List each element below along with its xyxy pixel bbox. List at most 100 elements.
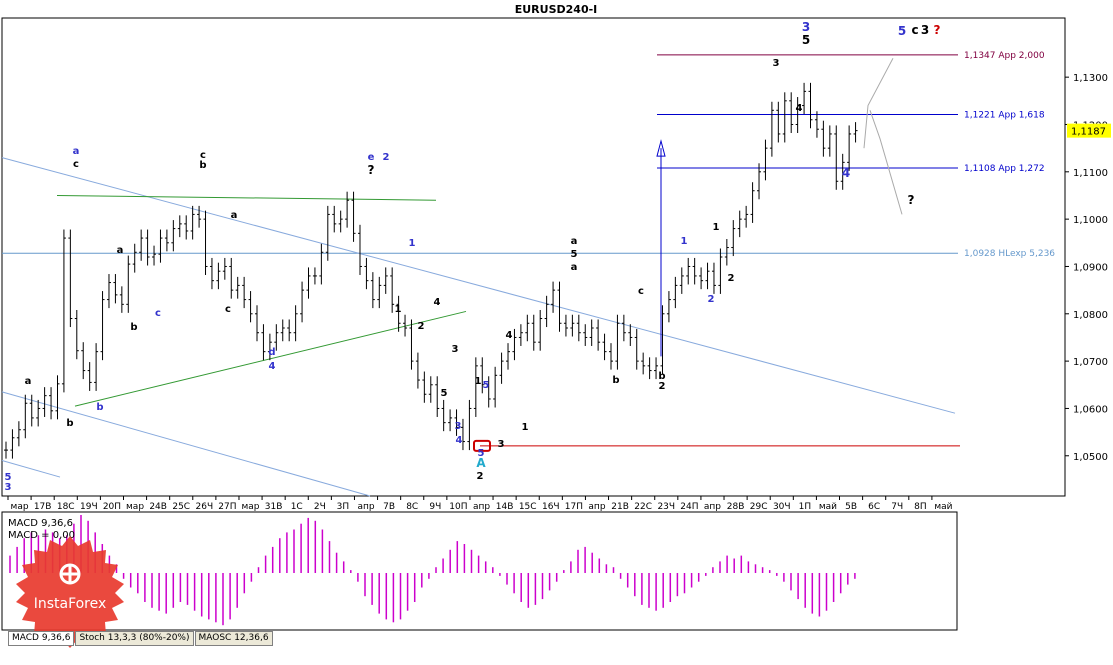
time-tick-label: 20П — [103, 502, 121, 512]
tab-stoch[interactable]: Stoch 13,3,3 (80%-20%) — [75, 631, 194, 646]
price-bar — [422, 371, 427, 403]
price-bar — [177, 215, 182, 238]
time-tick-label: 17П — [565, 502, 583, 512]
wave-label: c — [638, 286, 644, 297]
time-tick-label: 29С — [750, 502, 768, 512]
price-bar — [55, 375, 60, 420]
wave-label: a — [117, 245, 124, 256]
price-bar — [49, 387, 54, 420]
price-bar — [460, 418, 465, 451]
price-bar — [216, 262, 221, 290]
price-bar — [119, 286, 124, 313]
wave-label: 2 — [418, 321, 425, 332]
price-bar — [68, 229, 73, 328]
price-bar — [94, 343, 99, 391]
price-bar — [654, 357, 659, 380]
time-tick-label: 23Ч — [657, 502, 675, 512]
price-bar — [261, 324, 266, 361]
price-bar — [705, 262, 710, 290]
wave-label: 4 — [796, 103, 803, 114]
time-tick-label: 3П — [337, 502, 350, 512]
wave-label: a — [571, 262, 578, 273]
price-bar — [306, 267, 311, 299]
price-tick-label: 1,0500 — [1073, 452, 1108, 463]
tab-maosc[interactable]: MAOSC 12,36,6 — [194, 631, 273, 646]
wave-label: 2 — [659, 381, 666, 392]
price-bar — [409, 319, 414, 370]
price-bar — [808, 82, 813, 129]
wave-label: 2 — [708, 294, 715, 305]
price-bar — [171, 220, 176, 252]
price-bar — [248, 291, 253, 323]
impulse-arrow-head — [656, 139, 666, 157]
price-bar — [158, 229, 163, 263]
time-tick-label: 5В — [845, 502, 857, 512]
price-bar — [325, 205, 330, 261]
wave-label: c — [73, 159, 79, 170]
price-bar — [370, 272, 375, 309]
wave-label: A — [476, 456, 486, 470]
time-tick-label: 16Ч — [542, 502, 560, 512]
price-bar — [23, 394, 28, 439]
wave-label: 5 — [571, 249, 578, 260]
price-bar — [686, 257, 691, 285]
price-bar — [435, 376, 440, 417]
wave-label: 1 — [409, 238, 416, 249]
wave-label: 1 — [475, 376, 482, 387]
price-bar — [29, 394, 34, 427]
wave-label: 2 — [477, 471, 484, 482]
wave-label: b — [658, 371, 665, 382]
wave-label: 2 — [728, 273, 735, 284]
price-bar — [570, 314, 575, 337]
price-bar — [145, 229, 150, 266]
wave-label: 1 — [681, 236, 688, 247]
tab-macd[interactable]: MACD 9,36,6 — [8, 631, 75, 646]
time-axis: мар 17В 18С 19Ч 20П мар 24В 25С 26Ч 27П мар 31В 1С 2Ч… — [7, 496, 953, 512]
macd-signal-label: MACD = 0,00 — [8, 530, 75, 541]
price-bar — [280, 319, 285, 342]
wave-label: c — [200, 150, 206, 161]
wave-label: 3 — [5, 482, 12, 493]
wave-label: 5 — [478, 448, 485, 459]
price-tick-label: 1,0700 — [1073, 357, 1108, 368]
price-bar — [538, 310, 543, 351]
time-tick-label: 2Ч — [314, 502, 326, 512]
price-bar — [744, 205, 749, 228]
price-tick-label: 1,1300 — [1073, 73, 1108, 84]
price-bar — [853, 122, 858, 143]
price-bar — [679, 267, 684, 294]
levels-layer: 1,1347 App 2,000 1,1221 App 1,618 1,1108 A… — [2, 51, 1055, 452]
price-bar — [711, 262, 716, 294]
wave-label: 3 — [452, 344, 459, 355]
level-label: 1,1221 App 1,618 — [964, 111, 1045, 121]
price-bar — [300, 281, 305, 323]
channel-upper-line — [1, 157, 956, 414]
price-bar — [602, 333, 607, 361]
price-bar — [557, 281, 562, 332]
price-bar — [615, 314, 620, 370]
time-tick-label: 7Ч — [891, 502, 903, 512]
price-bar — [692, 257, 697, 285]
wave-label: 4 — [456, 435, 463, 446]
time-tick-label: 27П — [218, 502, 236, 512]
level-label: 1,0928 HLexp 5,236 — [964, 249, 1055, 259]
price-pane-frame — [1, 17, 1066, 497]
price-bar — [61, 229, 66, 393]
price-bar — [74, 310, 79, 360]
macd-label: MACD 9,36,6 — [8, 518, 73, 529]
price-bar — [589, 319, 594, 346]
wave-label: 3 — [921, 23, 929, 37]
price-bar — [596, 319, 601, 351]
wave-label: c — [911, 23, 918, 37]
price-bar — [357, 224, 362, 275]
time-tick-label: апр — [357, 502, 374, 512]
price-bar — [769, 101, 774, 157]
price-bar — [190, 205, 195, 240]
wave-label: 4 — [506, 330, 513, 341]
level-label: 1,1347 App 2,000 — [964, 51, 1045, 61]
price-bar — [139, 229, 144, 261]
channel-lower-line — [1, 391, 371, 497]
price-bar — [641, 352, 646, 375]
price-tick-label: 1,0900 — [1073, 262, 1108, 273]
